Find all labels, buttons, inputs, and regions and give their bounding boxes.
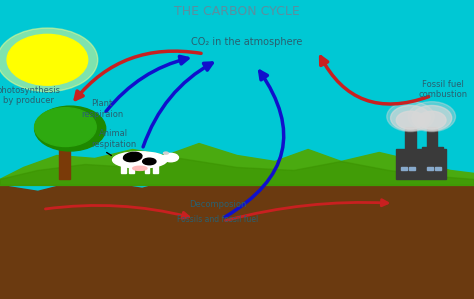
FancyArrowPatch shape <box>143 63 212 147</box>
Text: Animal
respitation: Animal respitation <box>91 129 137 149</box>
Ellipse shape <box>124 152 142 162</box>
Bar <box>153 164 158 173</box>
Bar <box>396 150 446 179</box>
FancyArrowPatch shape <box>75 51 201 100</box>
Circle shape <box>408 102 456 132</box>
Polygon shape <box>0 158 474 185</box>
Circle shape <box>35 108 96 147</box>
Circle shape <box>387 102 434 132</box>
Bar <box>409 167 415 170</box>
FancyArrowPatch shape <box>46 205 189 218</box>
Text: photosynthesis
by producer: photosynthesis by producer <box>0 86 61 105</box>
Circle shape <box>412 106 452 131</box>
FancyArrowPatch shape <box>226 200 388 221</box>
Polygon shape <box>0 144 474 185</box>
Circle shape <box>35 106 106 151</box>
Text: Fossil fuel
combustion: Fossil fuel combustion <box>419 80 468 99</box>
FancyArrowPatch shape <box>320 57 428 104</box>
Circle shape <box>396 111 425 129</box>
Text: Fossils and fossil fuel: Fossils and fossil fuel <box>177 215 259 224</box>
Ellipse shape <box>163 153 178 162</box>
Bar <box>427 127 437 150</box>
Circle shape <box>0 28 98 91</box>
Text: CO₂ in the atmosphere: CO₂ in the atmosphere <box>191 37 302 48</box>
Bar <box>401 167 407 170</box>
Polygon shape <box>0 170 474 299</box>
Bar <box>59 141 70 179</box>
Circle shape <box>391 106 430 131</box>
Bar <box>422 147 443 161</box>
Bar <box>121 164 126 173</box>
FancyArrowPatch shape <box>106 56 188 112</box>
FancyArrowPatch shape <box>107 152 111 155</box>
Bar <box>427 167 433 170</box>
Text: THE CARBON CYCLE: THE CARBON CYCLE <box>174 5 300 19</box>
FancyArrowPatch shape <box>225 71 284 217</box>
Bar <box>405 127 416 150</box>
Ellipse shape <box>112 152 167 168</box>
Ellipse shape <box>164 152 168 154</box>
Text: Plant
respiraion: Plant respiraion <box>81 100 123 119</box>
Circle shape <box>7 34 88 85</box>
Text: Decomposion: Decomposion <box>189 200 247 209</box>
Bar <box>435 167 441 170</box>
Ellipse shape <box>133 166 147 170</box>
Ellipse shape <box>143 158 156 165</box>
Circle shape <box>418 111 446 129</box>
Bar <box>129 164 134 173</box>
Bar <box>145 164 149 173</box>
